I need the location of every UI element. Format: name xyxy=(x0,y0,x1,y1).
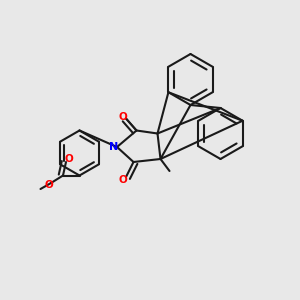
Text: N: N xyxy=(109,142,118,152)
Text: O: O xyxy=(44,179,53,190)
Text: O: O xyxy=(118,175,127,185)
Text: O: O xyxy=(64,154,74,164)
Text: O: O xyxy=(118,112,127,122)
